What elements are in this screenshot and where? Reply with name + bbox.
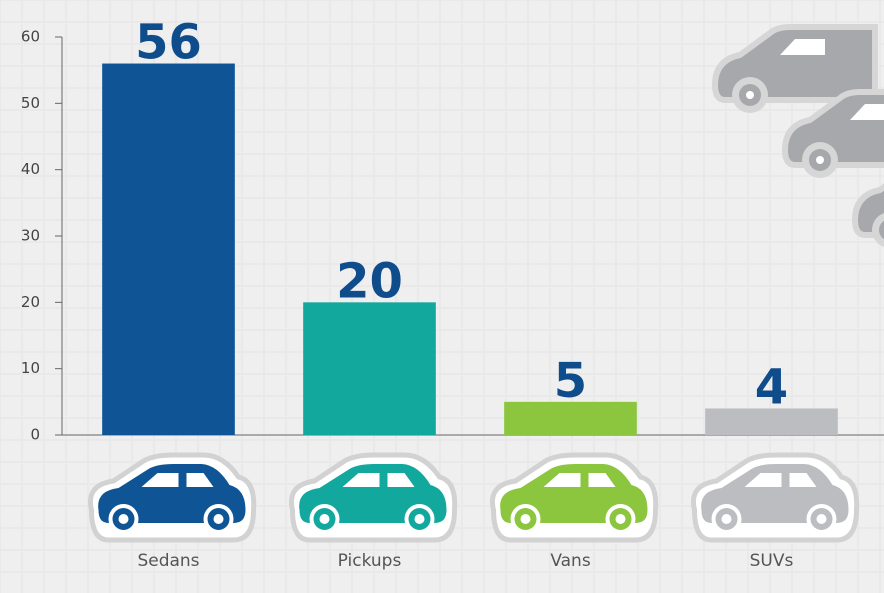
y-tick-label: 20 xyxy=(21,293,40,311)
car-icon xyxy=(88,452,257,543)
car-icon xyxy=(289,452,458,543)
bar xyxy=(705,408,838,435)
y-tick-label: 40 xyxy=(21,160,40,178)
car-icon xyxy=(490,452,659,543)
value-label: 20 xyxy=(336,253,403,309)
y-tick-label: 30 xyxy=(21,227,40,245)
car-wheel xyxy=(414,514,425,524)
car-window xyxy=(543,473,616,487)
car-wheel xyxy=(615,514,626,524)
car-wheel xyxy=(816,514,827,524)
x-tick-label: Vans xyxy=(550,551,591,571)
car-icon xyxy=(691,452,860,543)
y-tick-label: 60 xyxy=(21,28,40,46)
x-tick-label: Sedans xyxy=(137,551,199,571)
value-label: 4 xyxy=(755,359,788,415)
value-label: 5 xyxy=(554,353,587,409)
car-window xyxy=(744,473,817,487)
bar xyxy=(102,63,235,436)
bar xyxy=(303,302,436,435)
car-wheel xyxy=(721,514,732,524)
car-wheel xyxy=(118,514,129,524)
value-label: 56 xyxy=(135,15,202,71)
y-tick-label: 50 xyxy=(21,94,40,112)
bar xyxy=(504,401,637,435)
x-tick-label: Pickups xyxy=(338,551,402,571)
x-tick-label: SUVs xyxy=(750,551,794,571)
car-wheel xyxy=(520,514,531,524)
y-tick-label: 0 xyxy=(30,426,40,444)
y-tick-label: 10 xyxy=(21,359,40,377)
car-wheel xyxy=(319,514,330,524)
car-window xyxy=(141,473,214,487)
car-wheel xyxy=(213,514,224,524)
car-window xyxy=(342,473,415,487)
